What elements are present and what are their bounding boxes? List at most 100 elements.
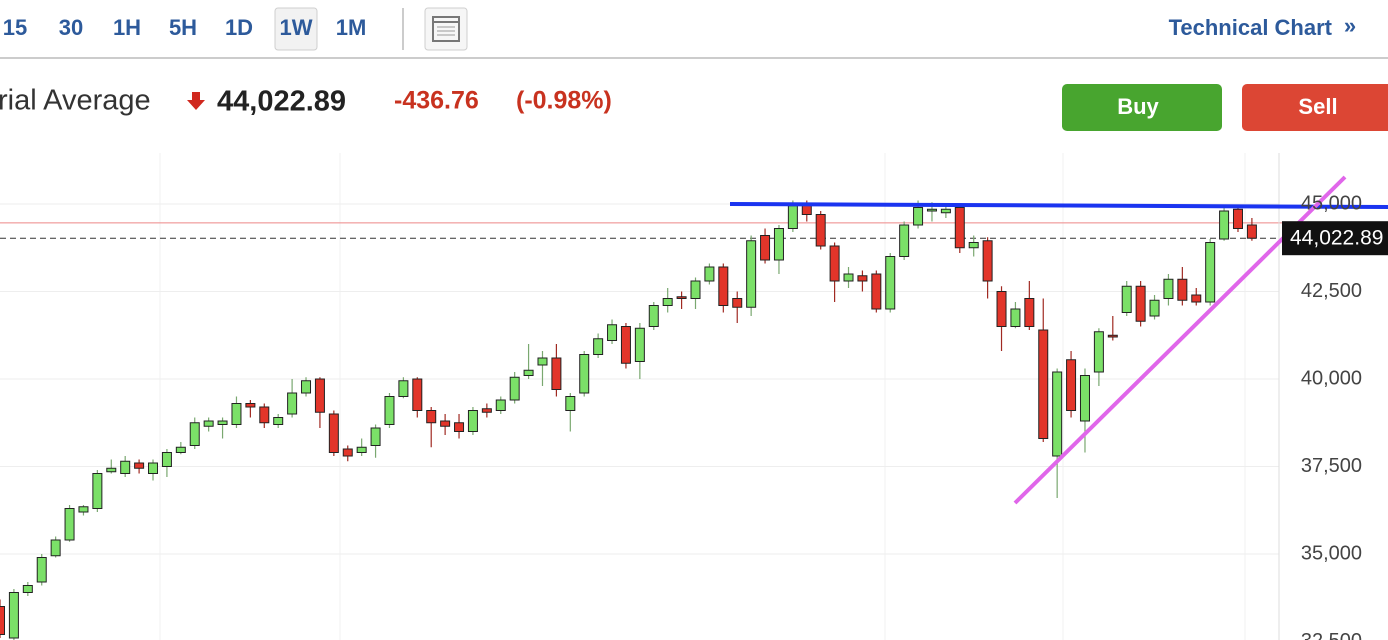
candle-body [551, 357, 562, 390]
candle-body [287, 392, 298, 415]
last-price-tag [1282, 221, 1388, 256]
candle-body [1246, 224, 1257, 239]
candle-body [50, 539, 61, 557]
buy-button[interactable]: Buy [1062, 84, 1222, 131]
candle-body [593, 338, 604, 355]
price: 44,022.89 [217, 86, 346, 118]
candle-body [36, 557, 47, 583]
interval-bar: 15 30 1H 5H 1D 1W 1M [3, 15, 367, 40]
candle-body [454, 422, 465, 432]
candle-body [607, 324, 618, 341]
interval-option[interactable]: 15 [3, 15, 27, 40]
candle-body [732, 298, 743, 308]
candle-body [426, 410, 437, 424]
candle-body [1010, 308, 1021, 327]
candle-body [1191, 294, 1202, 303]
candle-body [620, 326, 631, 364]
candle-body [217, 420, 228, 425]
y-tick-label: 37,500 [1301, 455, 1362, 477]
candle-body [1093, 331, 1104, 373]
candle-body [537, 357, 548, 366]
candle-body [231, 403, 242, 425]
candle-body [8, 592, 19, 639]
candle-body [1135, 285, 1146, 322]
candle-body [579, 354, 590, 394]
change: -436.76 [394, 87, 479, 115]
candle-body [815, 214, 826, 247]
candle-body [871, 273, 882, 310]
candle-body [1163, 278, 1174, 299]
candle-body [940, 208, 951, 214]
candle-body [273, 417, 284, 425]
candle-body [704, 266, 715, 282]
candle-body [495, 399, 506, 411]
candle-body [982, 240, 993, 282]
y-axis-labels: 32,500 35,000 37,500 40,000 42,500 45,000 44,0… [1282, 192, 1388, 640]
change-percent: (-0.98%) [516, 87, 612, 115]
candle-body [690, 280, 701, 299]
candle-body [467, 410, 478, 432]
candle-body [634, 327, 645, 362]
candle-body [718, 266, 729, 306]
interval-option[interactable]: 5H [169, 15, 197, 40]
interval-option[interactable]: 30 [59, 15, 83, 40]
candle-body [662, 298, 673, 306]
candle-body [92, 473, 103, 509]
y-tick-label: 35,000 [1301, 542, 1362, 564]
candle-body [913, 207, 924, 226]
candle-body [106, 467, 117, 473]
candle-body [203, 420, 214, 427]
candle-body [481, 408, 492, 413]
interval-option[interactable]: 1W [280, 15, 313, 40]
candle-body [314, 378, 325, 413]
candle-body [356, 446, 367, 453]
candle-body [1024, 298, 1035, 327]
vertical-grid [159, 153, 1246, 640]
candle-body [773, 228, 784, 261]
candle-body [1232, 208, 1243, 229]
down-arrow [187, 92, 205, 110]
buy-label[interactable]: Buy [1117, 94, 1159, 119]
candle-body [1052, 371, 1063, 457]
interval-option[interactable]: 1D [225, 15, 253, 40]
candle-body [968, 242, 979, 249]
candle-body [370, 427, 381, 446]
interval-option[interactable]: 1M [336, 15, 367, 40]
y-tick-label: 42,500 [1301, 280, 1362, 302]
resistance-line [729, 202, 1388, 209]
interval-option[interactable]: 1H [113, 15, 141, 40]
layout-icon-button[interactable] [424, 7, 468, 51]
candle-body [1079, 375, 1090, 422]
candle-body [843, 273, 854, 282]
candle-body [301, 380, 312, 394]
candle-body [0, 606, 5, 635]
candles [0, 200, 1257, 640]
candle-body [926, 208, 937, 212]
sell-label[interactable]: Sell [1298, 94, 1337, 119]
candle-body [1149, 299, 1160, 317]
candle-body [857, 275, 868, 282]
y-tick-label: 45,000 [1301, 192, 1362, 214]
candle-body [120, 460, 131, 474]
candle-body [245, 403, 256, 408]
candle-body [1107, 334, 1118, 338]
candle-body [134, 462, 145, 469]
candle-body [161, 452, 172, 467]
candle-body [885, 256, 896, 310]
link-icon[interactable]: » [1344, 13, 1356, 38]
candle-body [189, 422, 200, 446]
candle-body [899, 224, 910, 257]
candle-body [259, 406, 270, 424]
candle-body [175, 446, 186, 453]
candle-body [148, 462, 159, 474]
candle-body [760, 235, 771, 261]
technical-chart-link[interactable]: Technical Chart [1169, 15, 1333, 40]
candle-body [787, 205, 798, 229]
candle-body [1121, 285, 1132, 313]
last-price-label: 44,022.89 [1290, 227, 1383, 250]
candle-body [1066, 359, 1077, 411]
sell-button[interactable]: Sell [1242, 84, 1388, 131]
candle-body [509, 376, 520, 401]
candle-body [1177, 278, 1188, 301]
